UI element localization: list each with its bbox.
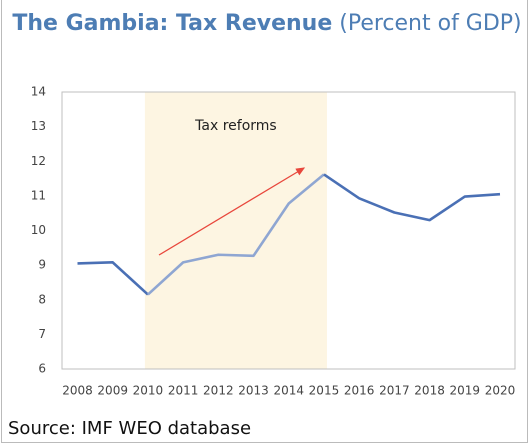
x-tick-label: 2015: [309, 384, 340, 398]
title-block: The Gambia: Tax Revenue (Percent of GDP): [12, 8, 522, 39]
x-tick-label: 2013: [238, 384, 269, 398]
y-tick-label: 8: [38, 292, 46, 306]
x-tick-label: 2010: [133, 384, 164, 398]
trend-arrow: [158, 167, 306, 256]
line: [77, 261, 149, 296]
x-tick-label: 2016: [344, 384, 375, 398]
y-tick-label: 7: [38, 327, 46, 341]
reform-band: [144, 92, 327, 369]
x-tick-label: 2011: [168, 384, 199, 398]
x-tick-label: 2019: [450, 384, 481, 398]
x-tick-label: 2012: [203, 384, 234, 398]
y-tick-label: 10: [31, 223, 46, 237]
y-tick-label: 6: [38, 362, 46, 376]
chart: Tax reforms 6 7 8 9 10 11 12 13 14 2008 2009 2010 201…: [31, 85, 516, 398]
y-tick-label: 11: [31, 188, 46, 202]
x-tick-label: 2014: [273, 384, 304, 398]
line: [323, 173, 501, 222]
annotation-label: Tax reforms: [194, 118, 277, 134]
y-tick-label: 9: [38, 258, 46, 272]
chart-subtitle: (Percent of GDP): [339, 11, 522, 36]
x-tick-label: 2018: [414, 384, 445, 398]
y-tick-label: 13: [31, 119, 46, 133]
x-tick-label: 2017: [379, 384, 410, 398]
x-tick-label: 2020: [485, 384, 516, 398]
line: [147, 173, 325, 296]
y-tick-label: 14: [31, 85, 46, 99]
source-note: Source: IMF WEO database: [8, 418, 252, 439]
x-tick-label: 2008: [62, 384, 93, 398]
x-tick-label: 2009: [97, 384, 128, 398]
plot-border: [61, 91, 516, 370]
y-tick-label: 12: [31, 154, 46, 168]
chart-title: The Gambia: Tax Revenue: [12, 11, 333, 36]
